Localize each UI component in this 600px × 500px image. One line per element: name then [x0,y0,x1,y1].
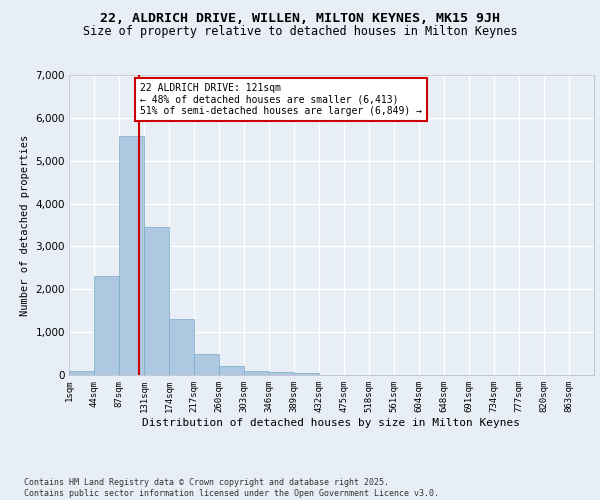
Bar [219,366,244,375]
Bar [269,372,294,375]
Bar [294,373,319,375]
Bar [69,370,94,375]
Bar [94,276,119,375]
X-axis label: Distribution of detached houses by size in Milton Keynes: Distribution of detached houses by size … [143,418,521,428]
Y-axis label: Number of detached properties: Number of detached properties [20,134,30,316]
Bar [119,136,144,375]
Text: Size of property relative to detached houses in Milton Keynes: Size of property relative to detached ho… [83,25,517,38]
Bar [194,354,219,375]
Bar [244,370,269,375]
Text: 22, ALDRICH DRIVE, WILLEN, MILTON KEYNES, MK15 9JH: 22, ALDRICH DRIVE, WILLEN, MILTON KEYNES… [100,12,500,26]
Bar [169,320,194,375]
Bar [145,227,169,375]
Text: 22 ALDRICH DRIVE: 121sqm
← 48% of detached houses are smaller (6,413)
51% of sem: 22 ALDRICH DRIVE: 121sqm ← 48% of detach… [140,82,422,116]
Text: Contains HM Land Registry data © Crown copyright and database right 2025.
Contai: Contains HM Land Registry data © Crown c… [24,478,439,498]
